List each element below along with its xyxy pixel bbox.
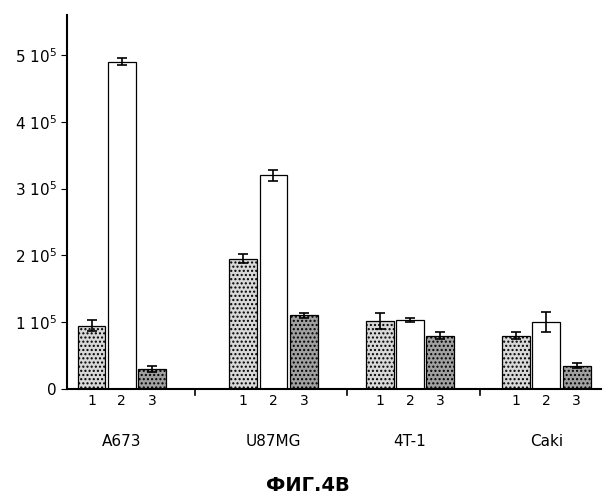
Bar [78, 326, 105, 389]
Bar [396, 320, 424, 389]
Bar [366, 321, 394, 389]
Text: Caki: Caki [530, 434, 563, 448]
Bar [229, 258, 257, 389]
Bar [426, 336, 454, 389]
Text: 4T-1: 4T-1 [394, 434, 426, 448]
Bar [502, 336, 530, 389]
Bar [563, 366, 591, 389]
Bar [290, 316, 318, 389]
Bar [108, 62, 136, 389]
Text: ФИГ.4В: ФИГ.4В [266, 476, 350, 495]
Bar [259, 176, 288, 389]
Text: A673: A673 [102, 434, 142, 448]
Bar [138, 369, 166, 389]
Bar [532, 322, 561, 389]
Text: U87MG: U87MG [246, 434, 301, 448]
